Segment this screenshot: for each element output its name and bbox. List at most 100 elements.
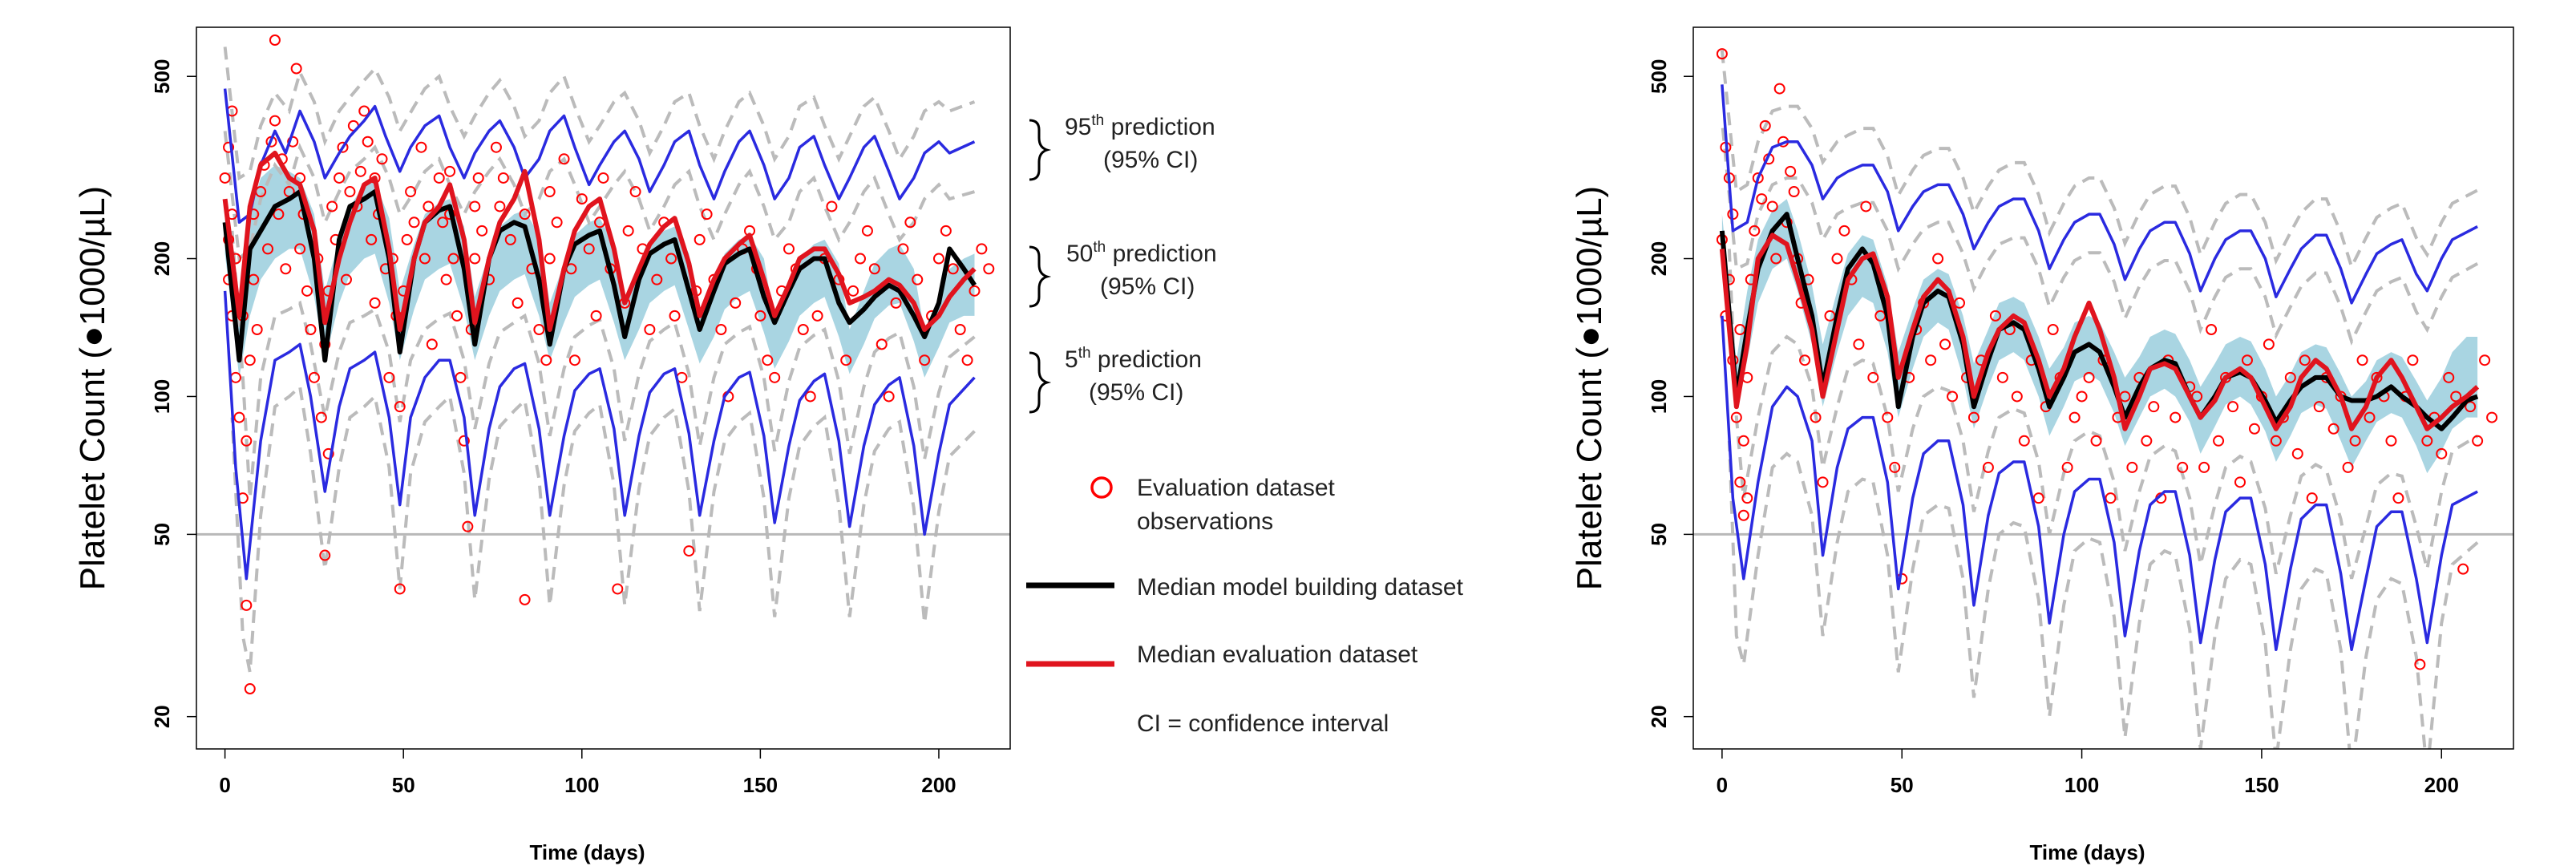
observation-point bbox=[244, 683, 256, 695]
observation-point bbox=[2414, 658, 2426, 670]
observation-point bbox=[2364, 411, 2376, 423]
percentile-5-line bbox=[223, 290, 976, 581]
observation-point bbox=[826, 200, 838, 212]
observation-point bbox=[694, 233, 706, 245]
observation-point bbox=[2407, 354, 2419, 366]
legend-50th-label: 50th prediction bbox=[1066, 239, 1217, 267]
observation-point bbox=[458, 435, 470, 447]
median-model-line bbox=[1719, 212, 2479, 431]
ci-lower-dashed-line bbox=[1720, 120, 2479, 346]
legend-50th-number: 50 bbox=[1066, 241, 1093, 267]
observation-point bbox=[804, 391, 816, 403]
legend-95th-suffix: th bbox=[1091, 112, 1104, 129]
ci-upper-dashed-line bbox=[1720, 50, 2479, 271]
observation-point bbox=[847, 285, 859, 297]
observation-point bbox=[447, 253, 459, 265]
observation-point bbox=[229, 371, 241, 383]
x-tick-label: 150 bbox=[743, 773, 778, 797]
observation-point bbox=[665, 253, 677, 265]
observation-point bbox=[2170, 411, 2182, 423]
observation-point bbox=[490, 141, 502, 153]
x-tick-label: 150 bbox=[2244, 773, 2279, 797]
y-tick-label: 500 bbox=[150, 59, 174, 94]
observation-point bbox=[1831, 253, 1843, 265]
observation-point bbox=[394, 401, 406, 413]
observation-point bbox=[644, 323, 656, 335]
observation-point bbox=[629, 186, 641, 198]
percentile-95-line bbox=[223, 88, 976, 225]
observation-point bbox=[1716, 48, 1728, 60]
legend-observations-line2: observations bbox=[1137, 508, 1273, 535]
observation-point bbox=[540, 354, 552, 366]
observation-point bbox=[2198, 461, 2210, 473]
ci-upper-dashed-line bbox=[223, 47, 976, 181]
observation-point bbox=[469, 200, 481, 212]
y-tick-label: 20 bbox=[1647, 705, 1671, 728]
observation-point bbox=[983, 263, 995, 275]
observation-point bbox=[544, 253, 556, 265]
observation-point bbox=[337, 141, 349, 153]
observation-point bbox=[519, 208, 531, 221]
observation-point bbox=[932, 253, 944, 265]
legend-observations-line1: Evaluation dataset bbox=[1137, 475, 1336, 501]
observation-point bbox=[1759, 119, 1771, 132]
legend-50th-text: prediction bbox=[1106, 241, 1216, 267]
observation-point bbox=[1734, 476, 1746, 488]
observation-point bbox=[1853, 338, 1865, 350]
observation-point bbox=[2234, 476, 2246, 488]
observation-point bbox=[1882, 411, 1894, 423]
observation-point bbox=[437, 216, 449, 229]
observation-point bbox=[2141, 435, 2153, 447]
observation-point bbox=[976, 243, 988, 255]
y-tick-label: 100 bbox=[150, 379, 174, 414]
observation-point bbox=[2356, 354, 2368, 366]
observation-point bbox=[1925, 354, 1937, 366]
observation-point bbox=[797, 323, 809, 335]
observation-point bbox=[1730, 411, 1742, 423]
observation-point bbox=[2385, 435, 2397, 447]
observation-point bbox=[597, 172, 609, 184]
observation-point bbox=[2299, 354, 2311, 366]
observation-point bbox=[426, 338, 438, 350]
observation-point bbox=[2284, 371, 2296, 383]
observation-point bbox=[269, 115, 281, 127]
observation-point bbox=[280, 263, 292, 275]
observation-point bbox=[2465, 401, 2477, 413]
median-eval-line bbox=[1719, 233, 2480, 431]
observation-point bbox=[1932, 253, 1944, 265]
ci-lower-dashed-line bbox=[1727, 440, 2479, 749]
observation-point bbox=[1996, 371, 2008, 383]
observation-point bbox=[2177, 461, 2189, 473]
observation-point bbox=[476, 225, 488, 237]
observation-point bbox=[451, 310, 463, 322]
observation-point bbox=[2105, 492, 2117, 504]
observation-point bbox=[919, 354, 931, 366]
observation-point bbox=[358, 105, 370, 117]
x-tick-label: 200 bbox=[921, 773, 956, 797]
observation-point bbox=[334, 172, 346, 184]
observation-point bbox=[1788, 186, 1800, 198]
observation-point bbox=[394, 583, 406, 595]
observation-point bbox=[961, 354, 973, 366]
observation-point bbox=[305, 323, 317, 335]
median-model-line bbox=[222, 189, 977, 363]
observation-point bbox=[783, 243, 795, 255]
observation-point bbox=[1967, 411, 1980, 423]
observation-point bbox=[455, 371, 467, 383]
x-tick-label: 200 bbox=[2424, 773, 2459, 797]
observation-point bbox=[2227, 401, 2239, 413]
observation-point bbox=[1947, 391, 1959, 403]
observation-point bbox=[754, 310, 766, 322]
x-axis-title: Time (days) bbox=[529, 840, 645, 864]
observation-point bbox=[2392, 492, 2404, 504]
legend-5th-ci: (95% CI) bbox=[1089, 379, 1183, 406]
observation-point bbox=[2126, 461, 2138, 473]
observation-point bbox=[2270, 435, 2282, 447]
observation-point bbox=[1773, 83, 1785, 95]
observation-point bbox=[1756, 193, 1768, 205]
observation-point bbox=[405, 186, 417, 198]
observation-point bbox=[1982, 461, 1994, 473]
observation-point bbox=[504, 233, 516, 245]
observation-point bbox=[897, 243, 909, 255]
observation-point bbox=[383, 371, 395, 383]
